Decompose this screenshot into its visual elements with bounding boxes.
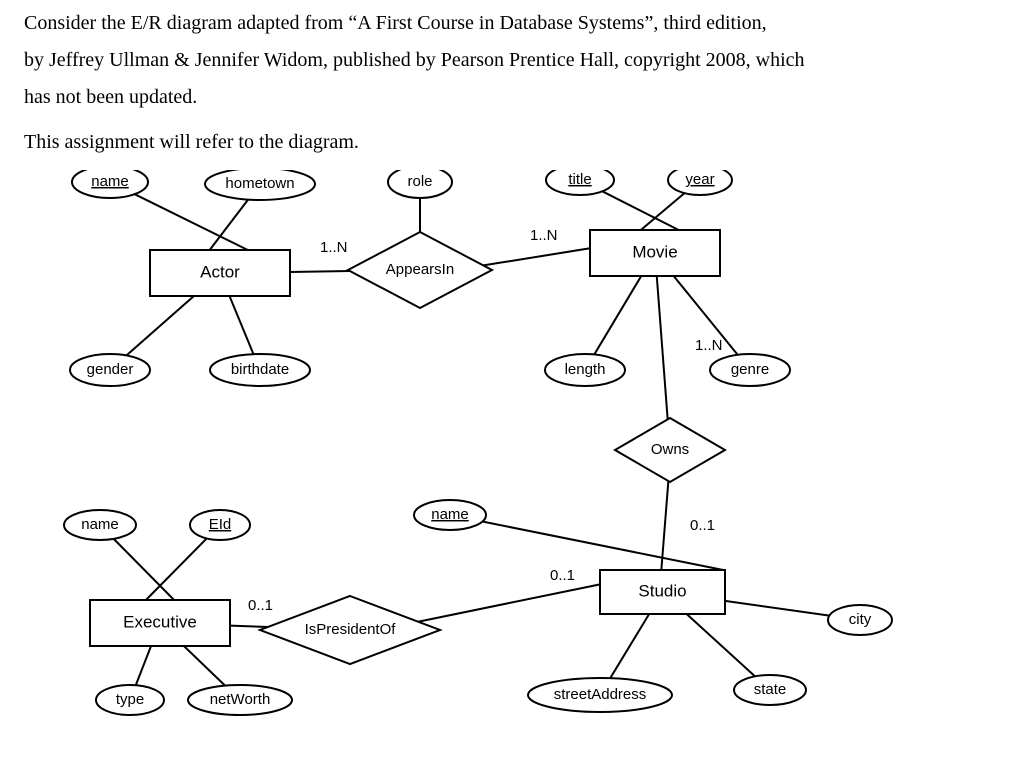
svg-text:Owns: Owns bbox=[651, 441, 689, 458]
attribute-a-name-exec: name bbox=[64, 510, 136, 540]
cardinality-label: 1..N bbox=[530, 227, 558, 244]
intro-line-2: by Jeffrey Ullman & Jennifer Widom, publ… bbox=[24, 45, 984, 76]
entity-executive: Executive bbox=[90, 600, 230, 646]
svg-text:AppearsIn: AppearsIn bbox=[386, 261, 454, 278]
svg-text:Executive: Executive bbox=[123, 612, 197, 631]
cardinality-label: 0..1 bbox=[690, 517, 715, 534]
entity-movie: Movie bbox=[590, 230, 720, 276]
intro-line-3: has not been updated. bbox=[24, 82, 984, 113]
attribute-a-birthdate: birthdate bbox=[210, 354, 310, 386]
svg-text:name: name bbox=[431, 506, 469, 523]
svg-text:Actor: Actor bbox=[200, 262, 240, 281]
attribute-a-street: streetAddress bbox=[528, 678, 672, 712]
attribute-a-title: title bbox=[546, 170, 614, 195]
intro-line-4: This assignment will refer to the diagra… bbox=[24, 127, 984, 158]
attribute-a-name-studio: name bbox=[414, 500, 486, 530]
entity-studio: Studio bbox=[600, 570, 725, 614]
svg-text:title: title bbox=[568, 171, 591, 188]
attribute-a-city: city bbox=[828, 605, 892, 635]
entity-actor: Actor bbox=[150, 250, 290, 296]
attribute-a-name-actor: name bbox=[72, 170, 148, 198]
attribute-a-year: year bbox=[668, 170, 732, 195]
attribute-a-eid: EId bbox=[190, 510, 250, 540]
svg-text:year: year bbox=[685, 171, 714, 188]
svg-text:role: role bbox=[407, 173, 432, 190]
svg-text:name: name bbox=[91, 173, 129, 190]
svg-text:Movie: Movie bbox=[632, 242, 677, 261]
svg-text:EId: EId bbox=[209, 516, 232, 533]
er-svg: 1..N 1..N 1..N 0..1 0..1 0..1 AppearsIn Owns IsP… bbox=[30, 170, 980, 740]
svg-text:city: city bbox=[849, 611, 872, 628]
svg-text:netWorth: netWorth bbox=[210, 691, 271, 708]
svg-text:gender: gender bbox=[87, 361, 134, 378]
page: Consider the E/R diagram adapted from “A… bbox=[0, 0, 1009, 757]
svg-text:state: state bbox=[754, 681, 787, 698]
attribute-a-length: length bbox=[545, 354, 625, 386]
relationship-owns: Owns bbox=[615, 418, 725, 482]
attribute-a-hometown: hometown bbox=[205, 170, 315, 200]
svg-text:streetAddress: streetAddress bbox=[554, 686, 647, 703]
svg-text:name: name bbox=[81, 516, 119, 533]
attribute-a-type: type bbox=[96, 685, 164, 715]
svg-text:hometown: hometown bbox=[225, 175, 294, 192]
intro-text: Consider the E/R diagram adapted from “A… bbox=[24, 8, 984, 164]
svg-text:type: type bbox=[116, 691, 144, 708]
er-diagram: 1..N 1..N 1..N 0..1 0..1 0..1 AppearsIn Owns IsP… bbox=[30, 170, 980, 740]
cardinality-label: 1..N bbox=[695, 337, 723, 354]
attribute-a-state: state bbox=[734, 675, 806, 705]
cardinality-label: 1..N bbox=[320, 239, 348, 256]
attribute-a-genre: genre bbox=[710, 354, 790, 386]
svg-text:Studio: Studio bbox=[638, 581, 686, 600]
cardinality-label: 0..1 bbox=[248, 597, 273, 614]
attribute-a-role: role bbox=[388, 170, 452, 198]
relationship-ispresidentof: IsPresidentOf bbox=[260, 596, 440, 664]
attribute-a-networth: netWorth bbox=[188, 685, 292, 715]
intro-line-1: Consider the E/R diagram adapted from “A… bbox=[24, 8, 984, 39]
cardinality-label: 0..1 bbox=[550, 567, 575, 584]
svg-text:genre: genre bbox=[731, 361, 769, 378]
attribute-a-gender: gender bbox=[70, 354, 150, 386]
svg-text:birthdate: birthdate bbox=[231, 361, 289, 378]
svg-text:IsPresidentOf: IsPresidentOf bbox=[305, 621, 397, 638]
svg-text:length: length bbox=[565, 361, 606, 378]
relationship-appearsin: AppearsIn bbox=[348, 232, 492, 308]
